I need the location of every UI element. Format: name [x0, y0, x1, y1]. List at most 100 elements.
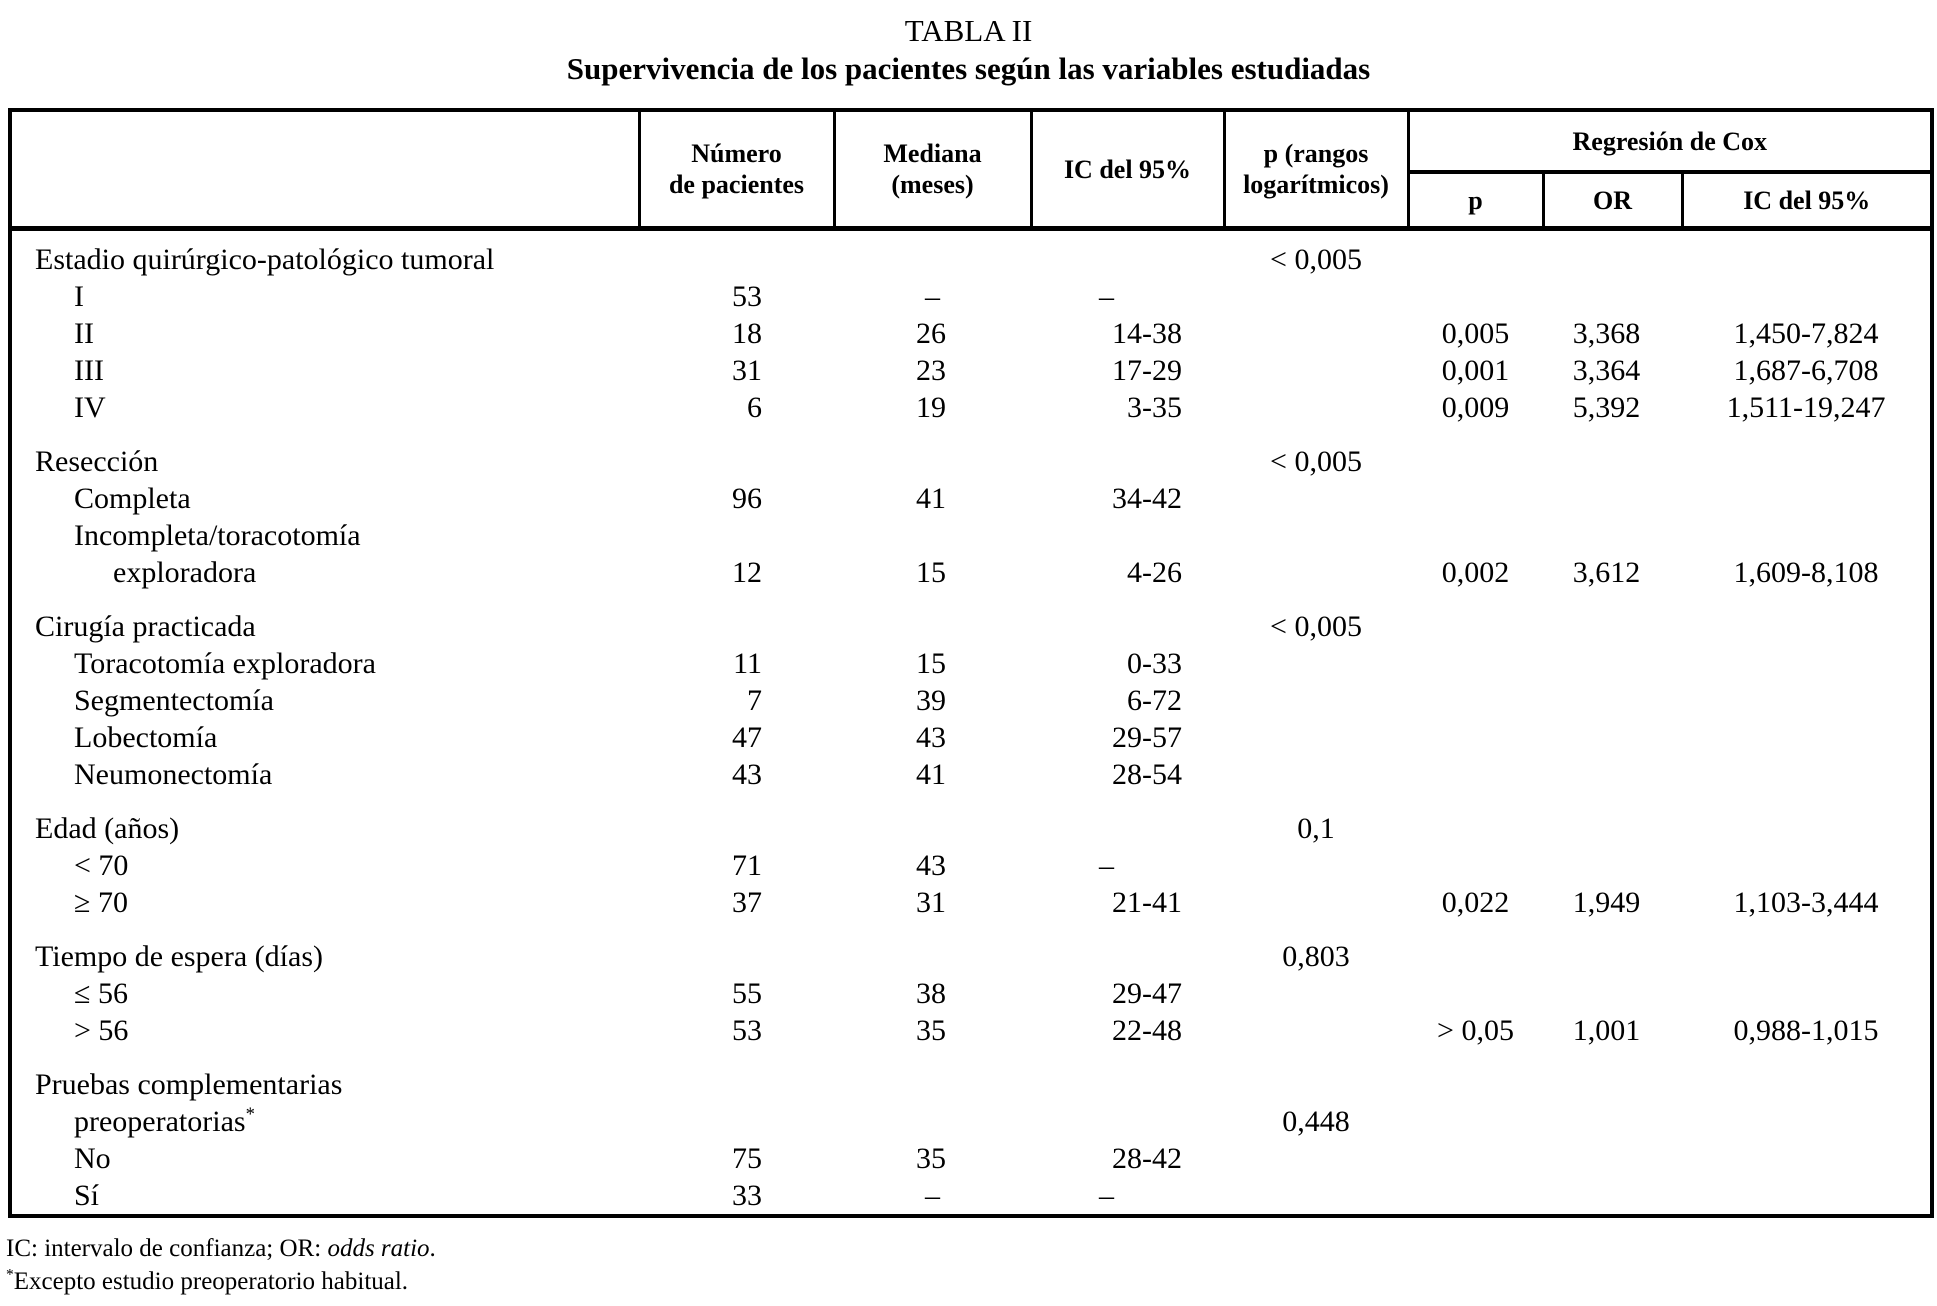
cell-pr: 0,803 [1282, 940, 1350, 973]
table-row: Estadio quirúrgico-patológico tumoral < 0… [10, 229, 1932, 279]
cell-label: Completa [74, 482, 191, 515]
cell-label: No [74, 1142, 111, 1175]
cell-cor [1543, 682, 1682, 719]
cell-ic: 29-57 [1112, 721, 1182, 754]
cell-ic: 17-29 [1112, 354, 1182, 387]
spacer-cell [10, 1049, 1932, 1066]
table-row: > 56 53 35 22-48 > 0,05 1,001 0,988-1,015 [10, 1012, 1932, 1049]
cell-cor [1543, 278, 1682, 315]
header-cox-or: OR [1541, 172, 1682, 229]
table-row: < 70 71 43 – [10, 847, 1932, 884]
cell-pr: 0,448 [1282, 1105, 1350, 1138]
cell-ic: 4-26 [1127, 556, 1182, 589]
table-row: exploradora 12 15 4-26 0,002 3,612 1,609-8,108 [10, 554, 1932, 591]
table-row: Lobectomía 47 43 29-57 [10, 719, 1932, 756]
cell-cp: > 0,05 [1437, 1014, 1514, 1047]
cell-med: – [925, 280, 940, 313]
cell-cp [1408, 938, 1543, 975]
cell-pr [1224, 847, 1408, 884]
cell-label: II [74, 317, 94, 350]
survival-table: Número de pacientes Mediana (meses) IC d… [8, 108, 1935, 1218]
cell-pr [1224, 975, 1408, 1012]
table-row: Segmentectomía 7 39 6-72 [10, 682, 1932, 719]
cell-cic [1682, 1103, 1932, 1140]
cell-n: 18 [732, 317, 762, 350]
cell-med [834, 810, 1031, 847]
table-row: Pruebas complementarias [10, 1066, 1932, 1103]
cell-ic: – [1099, 849, 1114, 882]
cell-label: III [74, 354, 104, 387]
table-row: No 75 35 28-42 [10, 1140, 1932, 1177]
header-mediana-line1: Mediana [883, 139, 982, 168]
cell-pr: 0,1 [1297, 812, 1335, 845]
footnote1-italic: odds ratio [327, 1235, 430, 1262]
cell-med: 31 [916, 886, 946, 919]
cell-label: Segmentectomía [74, 684, 274, 717]
table-header: Número de pacientes Mediana (meses) IC d… [10, 110, 1933, 229]
cell-ic [1031, 938, 1224, 975]
cell-med: 23 [916, 354, 946, 387]
cell-med [834, 1103, 1031, 1140]
cell-cor [1543, 517, 1682, 554]
cell-n: 33 [732, 1179, 762, 1212]
cell-cp [1408, 480, 1543, 517]
section-spacer-row [10, 921, 1932, 938]
cell-n: 55 [732, 977, 762, 1010]
cell-label: ≤ 56 [74, 977, 128, 1010]
cell-cic: 1,511-19,247 [1726, 391, 1886, 424]
cell-n: 47 [732, 721, 762, 754]
cell-label: Lobectomía [74, 721, 218, 754]
cell-cp [1408, 1177, 1543, 1216]
cell-med: 43 [916, 721, 946, 754]
cell-ic [1031, 1103, 1224, 1140]
cell-cic [1682, 847, 1932, 884]
table-row: Cirugía practicada < 0,005 [10, 608, 1932, 645]
cell-cp [1408, 847, 1543, 884]
table-body: Estadio quirúrgico-patológico tumoral < 0… [10, 229, 1932, 1217]
cell-cor: 1,949 [1572, 886, 1641, 919]
cell-label: preoperatorias* [74, 1104, 255, 1138]
cell-n [639, 608, 834, 645]
cell-cor [1543, 608, 1682, 645]
cell-cp: 0,005 [1441, 317, 1510, 350]
table-row: ≤ 56 55 38 29-47 [10, 975, 1932, 1012]
cell-cic [1682, 608, 1932, 645]
cell-label: Neumonectomía [74, 758, 273, 791]
header-mediana: Mediana (meses) [832, 110, 1031, 229]
section-spacer-row [10, 1049, 1932, 1066]
table-title-block: TABLA II Supervivencia de los pacientes … [0, 12, 1937, 88]
cell-cic [1682, 1140, 1932, 1177]
cell-cp [1408, 645, 1543, 682]
cell-pr: < 0,005 [1270, 243, 1362, 276]
cell-ic: 29-47 [1112, 977, 1182, 1010]
spacer-cell [10, 426, 1932, 443]
table-row: Completa 96 41 34-42 [10, 480, 1932, 517]
cell-label: exploradora [113, 556, 257, 589]
cell-pr [1224, 1066, 1408, 1103]
cell-cp [1408, 682, 1543, 719]
table-row: Tiempo de espera (días) 0,803 [10, 938, 1932, 975]
cell-ic: 3-35 [1127, 391, 1182, 424]
cell-label: Sí [74, 1179, 100, 1212]
cell-pr [1224, 719, 1408, 756]
footnote-asterisk: *Excepto estudio preoperatorio habitual. [6, 1265, 436, 1298]
cell-cic [1682, 517, 1932, 554]
cell-cor: 3,368 [1572, 317, 1641, 350]
cell-pr [1224, 1177, 1408, 1216]
cell-med: 38 [916, 977, 946, 1010]
footnote-abbreviations: IC: intervalo de confianza; OR: odds rat… [6, 1232, 436, 1265]
cell-cic [1682, 480, 1932, 517]
cell-ic [1031, 608, 1224, 645]
cell-ic [1031, 229, 1224, 279]
cell-cp: 0,002 [1441, 556, 1510, 589]
cell-pr [1224, 756, 1408, 793]
cell-pr [1224, 480, 1408, 517]
cell-pr [1224, 1140, 1408, 1177]
table-row: II 18 26 14-38 0,005 3,368 1,450-7,824 [10, 315, 1932, 352]
cell-pr: < 0,005 [1270, 610, 1362, 643]
footnote2-asterisk: * [6, 1266, 14, 1284]
spacer-cell [10, 591, 1932, 608]
cell-cic [1682, 719, 1932, 756]
cell-med: 15 [916, 647, 946, 680]
spacer-cell [10, 921, 1932, 938]
